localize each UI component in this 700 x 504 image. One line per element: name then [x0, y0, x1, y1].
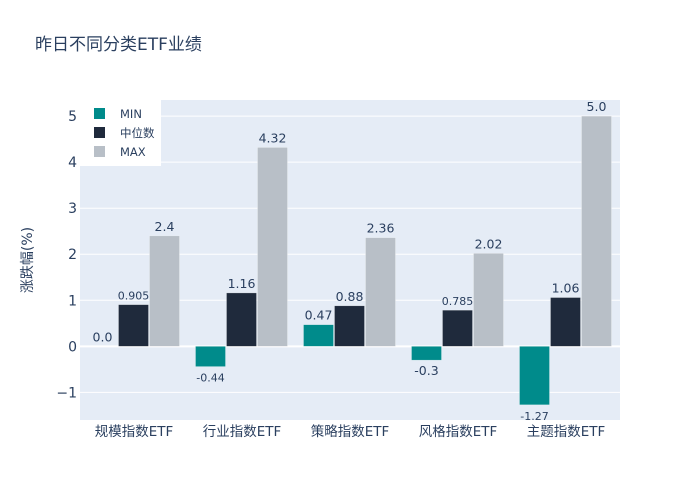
chart-title: 昨日不同分类ETF业绩	[35, 35, 202, 55]
legend-label[interactable]: 中位数	[120, 126, 155, 140]
bar	[118, 304, 149, 347]
x-tick-label: 主题指数ETF	[527, 424, 606, 440]
bar	[334, 305, 365, 347]
data-label: 2.36	[367, 221, 395, 236]
y-tick-label: 4	[68, 155, 77, 171]
legend-swatch[interactable]	[94, 146, 105, 157]
data-label: 0.0	[93, 329, 113, 344]
y-axis-label: 涨跌幅(%)	[20, 227, 36, 293]
data-label: -1.27	[520, 410, 548, 423]
bar	[149, 235, 180, 347]
y-tick-label: 3	[68, 201, 77, 217]
x-tick-label: 风格指数ETF	[419, 424, 498, 440]
y-tick-label: 5	[68, 109, 77, 125]
data-label: 0.785	[442, 295, 474, 308]
data-label: 4.32	[259, 130, 287, 145]
y-tick-label: −1	[56, 385, 77, 401]
bar	[365, 237, 396, 347]
legend-bg	[80, 100, 161, 166]
data-label: 0.88	[336, 289, 364, 304]
legend: MIN 中位数 MAX	[80, 100, 161, 166]
data-label: -0.44	[196, 372, 224, 385]
data-label: 0.47	[305, 308, 333, 323]
data-label: 5.0	[587, 99, 607, 114]
y-tick-label: 2	[68, 247, 77, 263]
y-tick-label: 1	[68, 293, 77, 309]
data-label: 0.905	[118, 290, 150, 303]
bar	[550, 297, 581, 347]
data-label: 1.16	[228, 276, 256, 291]
bar	[411, 346, 442, 361]
x-tick-label: 规模指数ETF	[95, 424, 174, 440]
bar	[581, 115, 612, 347]
x-tick-label: 策略指数ETF	[311, 423, 390, 440]
data-label: 2.02	[475, 236, 503, 251]
legend-label[interactable]: MAX	[120, 145, 146, 159]
bar	[226, 292, 257, 347]
bar	[442, 309, 473, 347]
bar	[195, 346, 226, 367]
bar	[257, 147, 288, 347]
y-tick-label: 0	[68, 339, 77, 355]
legend-swatch[interactable]	[94, 127, 105, 138]
legend-swatch[interactable]	[94, 108, 105, 119]
bar	[473, 253, 504, 347]
legend-label[interactable]: MIN	[120, 107, 142, 121]
data-label: -0.3	[414, 363, 438, 378]
bar	[303, 324, 334, 347]
data-label: 2.4	[155, 219, 175, 234]
data-label: 1.06	[552, 281, 580, 296]
x-tick-label: 行业指数ETF	[203, 424, 282, 440]
bar	[519, 346, 550, 406]
